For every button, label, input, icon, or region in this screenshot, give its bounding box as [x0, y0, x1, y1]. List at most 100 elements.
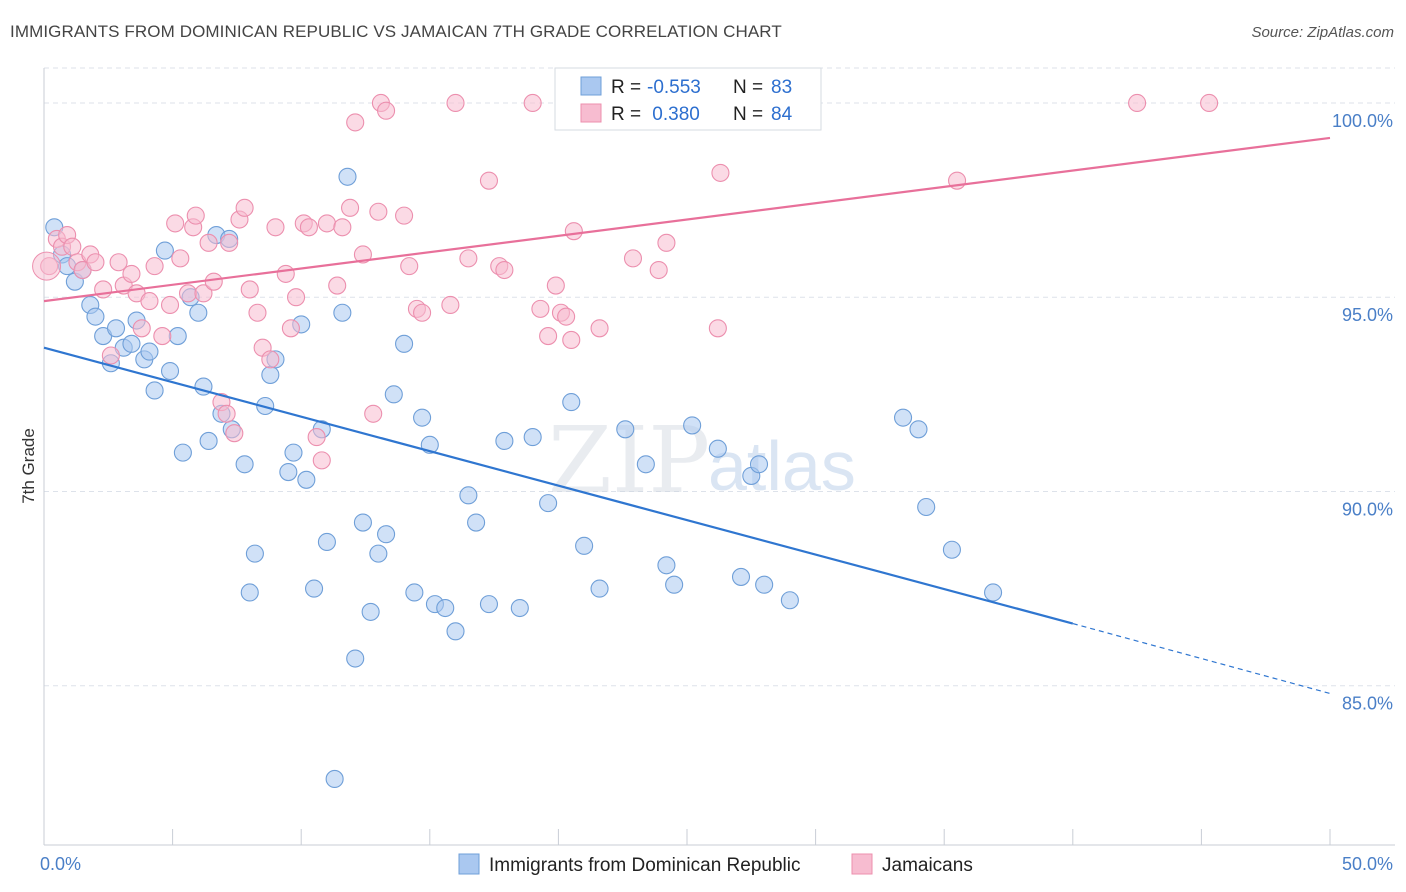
jamaican-point	[287, 288, 306, 307]
dominican-point	[459, 486, 478, 505]
jamaican-point	[564, 222, 583, 241]
jamaican-point	[307, 428, 326, 447]
trend-line-dominican-extension	[1072, 622, 1331, 695]
jamaican-point	[546, 276, 565, 295]
dominican-point	[636, 455, 655, 474]
jamaican-point	[266, 218, 285, 237]
dominican-point	[562, 393, 581, 412]
source-label: Source: ZipAtlas.com	[1251, 24, 1394, 41]
jamaican-point	[101, 346, 120, 365]
dominican-point	[235, 455, 254, 474]
dominican-point	[917, 497, 936, 517]
jamaican-point	[531, 299, 550, 318]
dominican-point	[189, 303, 208, 322]
series-jamaican-points	[32, 93, 1219, 470]
dominican-point	[616, 420, 635, 439]
legend-swatch-pink	[580, 103, 602, 123]
dominican-point	[467, 513, 486, 532]
dominican-point	[395, 334, 414, 353]
series-dominican-points	[45, 167, 1003, 789]
jamaican-point	[63, 237, 82, 256]
dominican-point	[353, 513, 372, 532]
jamaican-point	[145, 257, 164, 276]
jamaican-point	[479, 171, 499, 190]
bottom-legend-swatch-pink	[851, 853, 873, 875]
dominican-point	[333, 303, 352, 322]
dominican-point	[893, 408, 913, 427]
dominican-point	[510, 598, 529, 618]
jamaican-point	[166, 214, 185, 233]
trend-lines	[43, 136, 1331, 695]
dominican-point	[155, 241, 174, 260]
bottom-legend-label-pink: Jamaicans	[882, 855, 973, 876]
y-tick-label: 100.0%	[1332, 111, 1393, 131]
jamaican-point	[199, 233, 218, 252]
jamaican-point	[364, 404, 383, 423]
jamaican-point	[204, 272, 223, 291]
dominican-point	[284, 443, 303, 462]
jamaican-point-cluster	[32, 251, 62, 281]
bottom-legend-swatch-blue	[458, 853, 480, 875]
jamaican-point	[711, 163, 730, 182]
dominican-point	[168, 327, 187, 346]
jamaican-point	[395, 206, 414, 225]
dominican-point	[122, 334, 141, 353]
y-axis-title: 7th Grade	[19, 428, 38, 504]
jamaican-point	[1200, 93, 1219, 113]
jamaican-point	[240, 280, 259, 299]
jamaican-point	[562, 330, 581, 350]
dominican-point	[325, 769, 344, 789]
jamaican-point	[299, 218, 318, 237]
series-legend: Immigrants from Dominican Republic Jamai…	[458, 853, 973, 876]
chart-title: IMMIGRANTS FROM DOMINICAN REPUBLIC VS JA…	[10, 22, 782, 41]
jamaican-point	[459, 249, 478, 268]
legend-n-value-1: 83	[771, 77, 792, 98]
legend-swatch-blue	[580, 76, 602, 96]
dominican-point	[755, 575, 774, 594]
jamaican-point	[217, 404, 236, 423]
jamaican-point	[523, 93, 542, 113]
jamaican-point	[1128, 93, 1147, 113]
dominican-point	[86, 307, 105, 326]
jamaican-point	[557, 307, 576, 326]
dominican-point	[942, 540, 961, 559]
dominican-point	[377, 525, 396, 544]
dominican-point	[749, 455, 769, 474]
dominican-point	[539, 494, 558, 513]
dominican-point	[495, 431, 514, 451]
legend-n-label-2: N =	[733, 104, 763, 125]
dominican-point	[317, 532, 336, 552]
jamaican-point	[590, 319, 609, 338]
legend-r-label-2: R =	[611, 104, 641, 125]
dominican-point	[405, 583, 424, 602]
tick-labels: 85.0% 90.0% 95.0% 100.0% 0.0% 50.0%	[40, 111, 1393, 874]
dominican-point	[909, 420, 928, 439]
jamaican-point	[178, 284, 198, 303]
legend-r-label-1: R =	[611, 77, 641, 98]
jamaican-point	[328, 276, 347, 295]
dominican-point	[338, 167, 357, 186]
dominican-point	[199, 431, 218, 451]
jamaican-point	[369, 202, 388, 221]
jamaican-point	[657, 233, 676, 252]
jamaican-point	[539, 327, 558, 346]
jamaican-point	[171, 249, 190, 268]
y-tick-label: 95.0%	[1342, 305, 1393, 325]
jamaican-point	[413, 303, 432, 322]
jamaican-point	[140, 292, 159, 311]
jamaican-point	[341, 198, 360, 217]
dominican-point	[384, 385, 403, 404]
trend-line-jamaican	[43, 136, 1331, 303]
dominican-point	[106, 319, 126, 338]
dominican-point	[590, 579, 609, 598]
bottom-legend-label-blue: Immigrants from Dominican Republic	[489, 855, 801, 876]
axes	[43, 68, 1395, 846]
jamaican-point	[317, 214, 336, 233]
dominican-point	[708, 439, 727, 458]
trend-line-dominican	[43, 346, 1074, 625]
dominican-point	[446, 622, 465, 641]
jamaican-point	[281, 319, 300, 338]
y-tick-label: 85.0%	[1342, 694, 1393, 714]
dominican-point	[665, 575, 684, 594]
legend-r-value-2: 0.380	[647, 104, 700, 125]
